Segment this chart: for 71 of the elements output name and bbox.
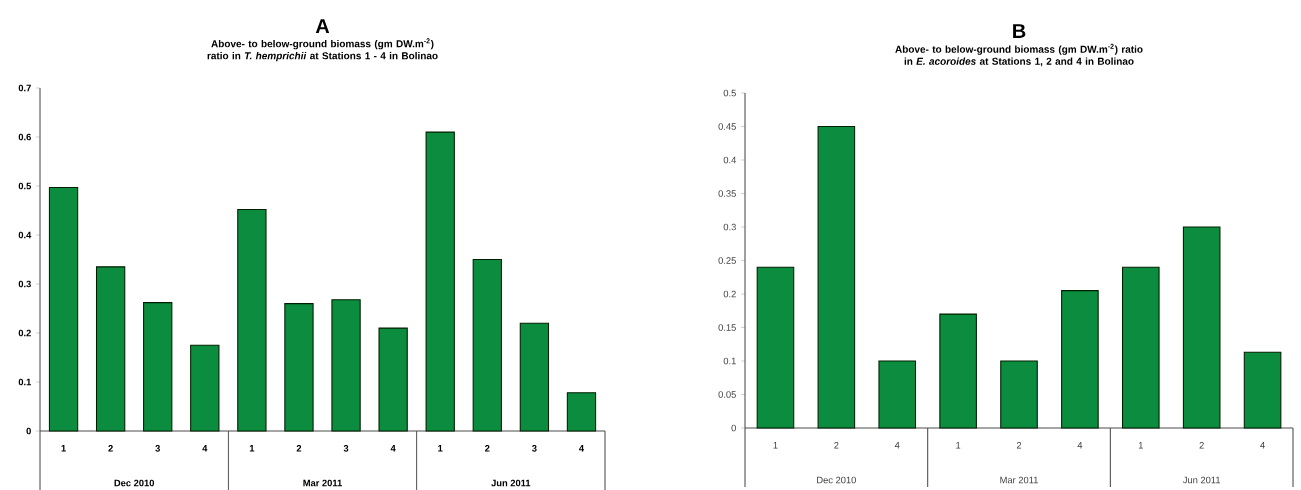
bar <box>1000 360 1038 429</box>
bar <box>1121 266 1160 429</box>
bar <box>1243 351 1282 429</box>
y-tick-label: 0.3 <box>18 280 31 288</box>
x-tick-label: 1 <box>249 445 255 452</box>
bar <box>519 322 550 432</box>
text: Mar 2011 <box>303 479 342 487</box>
y-tick-label: 0 <box>26 427 31 435</box>
text: Dec 2010 <box>817 476 856 484</box>
bar <box>331 299 361 432</box>
bar <box>237 208 267 432</box>
bar <box>378 327 408 432</box>
x-tick-label: 4 <box>1260 442 1265 449</box>
text: B <box>1013 24 1026 38</box>
y-tick-label: 0.4 <box>723 156 737 164</box>
bar <box>425 131 455 432</box>
x-tick-label: 2 <box>108 445 113 452</box>
text: Jun 2011 <box>1182 476 1221 484</box>
bar <box>756 266 795 429</box>
x-tick-label: 4 <box>202 445 208 452</box>
bar <box>817 125 856 429</box>
y-tick-label: 0.1 <box>18 378 32 386</box>
x-tick-label: 4 <box>579 445 585 452</box>
bar <box>95 266 126 432</box>
y-tick-label: 0.5 <box>723 89 736 97</box>
x-tick-label: 3 <box>532 445 537 452</box>
x-tick-label: 2 <box>296 445 302 452</box>
x-tick-label: 1 <box>956 442 961 449</box>
text: Dec 2010 <box>114 479 155 487</box>
x-tick-label: 2 <box>834 442 839 449</box>
y-tick-label: 0.6 <box>18 133 31 141</box>
y-tick-label: 0.2 <box>18 329 31 337</box>
x-tick-label: 2 <box>1016 442 1022 449</box>
y-tick-label: 0.35 <box>718 190 736 197</box>
x-tick-label: 2 <box>1199 442 1204 449</box>
y-tick-label: 0.7 <box>18 84 31 92</box>
text: A <box>315 19 330 33</box>
y-tick-label: 0.15 <box>718 324 736 331</box>
bar <box>939 313 977 429</box>
chart-title: Above- to below-ground biomass (gm DW.m$^{-2}$) ratio in E. acoroides at Stations 1, 2 and 4 in Bolinao <box>895 43 1143 67</box>
bar <box>284 303 314 432</box>
bar <box>472 258 502 432</box>
bar <box>1061 290 1099 429</box>
x-tick-label: 1 <box>773 442 778 449</box>
x-tick-label: 3 <box>343 445 349 452</box>
bar <box>143 302 173 432</box>
y-tick-label: 0.5 <box>18 182 32 190</box>
bar <box>878 360 917 429</box>
y-tick-label: 0.1 <box>723 357 736 365</box>
bar <box>1182 226 1221 429</box>
y-tick-label: 0.2 <box>723 290 736 298</box>
text: Jun 2011 <box>491 479 531 487</box>
x-tick-label: 3 <box>155 445 160 452</box>
x-tick-label: 4 <box>390 445 396 452</box>
text: Mar 2011 <box>1000 476 1038 484</box>
y-tick-label: 0.25 <box>718 257 736 264</box>
bar <box>190 344 220 432</box>
x-tick-label: 2 <box>485 445 490 452</box>
x-tick-label: 1 <box>438 445 443 452</box>
y-tick-label: 0.05 <box>718 391 736 398</box>
x-tick-label: 1 <box>1138 442 1143 449</box>
bar <box>48 186 79 432</box>
x-tick-label: 1 <box>61 445 66 452</box>
y-tick-label: 0.45 <box>718 123 736 130</box>
y-tick-label: 0.3 <box>723 223 736 231</box>
chart-title: Above- to below-ground biomass (gm DW.m$^{-2}$) ratio in T. hemprichii at Stations 1 - 4 in Bolinao <box>207 38 438 62</box>
y-tick-label: 0 <box>731 424 736 432</box>
y-tick-label: 0.4 <box>18 231 32 239</box>
x-tick-label: 4 <box>1077 442 1083 449</box>
x-tick-label: 4 <box>894 442 900 449</box>
bar <box>566 392 597 432</box>
